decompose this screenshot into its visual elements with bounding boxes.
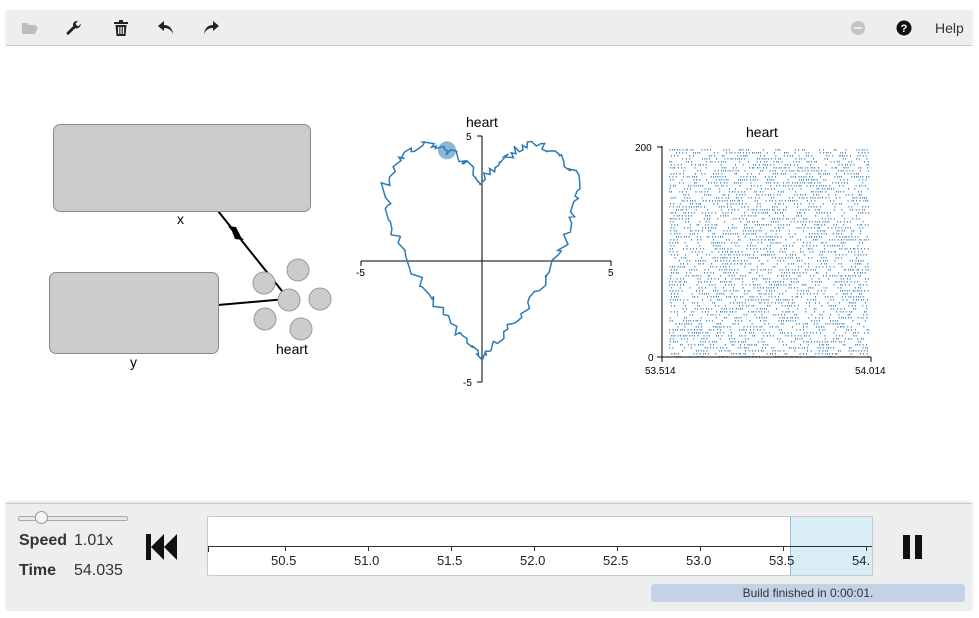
timeline-tick-label: 52.5 — [603, 553, 629, 568]
xy-y-tick-max: 5 — [466, 132, 472, 143]
question-circle-icon[interactable]: ? — [893, 17, 915, 39]
ensemble-neuron-circle — [308, 287, 332, 311]
raster-plot-title: heart — [746, 124, 778, 140]
network-canvas[interactable]: x y heart heart -5 5 5 -5 heart 200 0 53… — [6, 46, 972, 503]
timeline-tick — [534, 546, 535, 551]
xy-plot-title: heart — [466, 114, 498, 130]
timeline-tick — [368, 546, 369, 551]
timeline-tick — [451, 546, 452, 551]
reset-button[interactable] — [146, 534, 178, 560]
node-x-label: x — [177, 211, 184, 227]
xy-x-tick-max: 5 — [608, 268, 614, 279]
xy-value-plot[interactable]: -5 5 5 -5 — [346, 130, 626, 390]
timeline-axis — [208, 546, 872, 547]
toolbar: ? Help — [6, 10, 972, 46]
xy-y-tick-min: -5 — [463, 378, 472, 389]
svg-text:?: ? — [901, 23, 908, 35]
speed-label: Speed — [19, 532, 68, 549]
spike-raster-plot[interactable]: 200 0 53.514 54.014 — [631, 138, 901, 378]
pause-icon — [903, 535, 910, 559]
ensemble-neuron-circle — [277, 288, 301, 312]
timeline-tick — [617, 546, 618, 551]
raster-x-tick-max: 54.014 — [855, 366, 886, 377]
timeline[interactable]: 50.5 51.0 51.5 52.0 52.5 53.0 53.5 54. — [207, 516, 873, 576]
ensemble-neuron-circle — [253, 307, 277, 331]
raster-y-tick-min: 0 — [648, 353, 654, 364]
connection-arrowhead-fill — [230, 226, 244, 240]
timeline-tick-label: 51.0 — [354, 553, 380, 568]
node-y-label: y — [130, 354, 137, 370]
speed-slider-handle[interactable] — [34, 511, 48, 524]
time-value: 54.035 — [74, 562, 123, 579]
xy-current-point — [438, 141, 456, 160]
skip-back-icon — [146, 534, 177, 560]
connection-x-heart — [217, 210, 287, 297]
speed-slider-track[interactable] — [18, 516, 128, 521]
wrench-icon[interactable] — [63, 17, 85, 39]
trash-icon[interactable] — [110, 17, 132, 39]
timeline-tick — [783, 546, 784, 551]
help-link[interactable]: Help — [935, 20, 964, 36]
timeline-tick-label: 50.5 — [271, 553, 297, 568]
timeline-tick — [700, 546, 701, 551]
timeline-tick — [285, 546, 286, 551]
node-x[interactable] — [53, 124, 311, 212]
timeline-tick-label: 51.5 — [437, 553, 463, 568]
timeline-tick-label: 54. — [852, 553, 871, 568]
speed-value: 1.01x — [74, 532, 114, 549]
node-y[interactable] — [49, 272, 219, 354]
xy-series-line — [380, 140, 581, 362]
ensemble-neuron-circle — [289, 317, 313, 341]
pause-button[interactable] — [903, 535, 925, 559]
xy-x-tick-min: -5 — [356, 268, 365, 279]
undo-icon[interactable] — [155, 17, 177, 39]
raster-y-tick-max: 200 — [635, 143, 652, 154]
raster-x-tick-min: 53.514 — [645, 366, 676, 377]
timeline-tick — [866, 546, 867, 551]
timeline-tick-label: 53.0 — [686, 553, 712, 568]
connection-y-heart — [217, 298, 287, 306]
build-status-message: Build finished in 0:00:01. — [651, 584, 965, 602]
minus-circle-icon[interactable] — [847, 17, 869, 39]
time-label: Time — [19, 562, 57, 579]
timeline-tick-label: 53.5 — [769, 553, 795, 568]
ensemble-neuron-circle — [252, 271, 276, 295]
sim-control-panel: Speed 1.01x Time 54.035 50.5 51.0 51.5 52.0… — [6, 503, 972, 611]
redo-icon[interactable] — [200, 17, 222, 39]
timeline-tick-label: 52.0 — [520, 553, 546, 568]
ensemble-neuron-circle — [286, 258, 310, 282]
folder-open-icon[interactable] — [19, 17, 41, 39]
connections-layer — [217, 210, 332, 341]
ensemble-heart-label: heart — [276, 341, 308, 357]
